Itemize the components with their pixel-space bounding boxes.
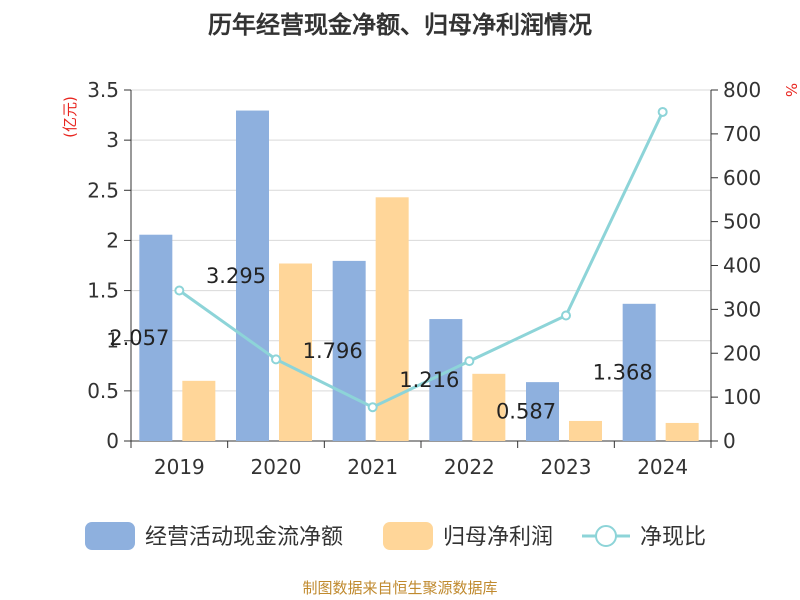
right-axis-tick-label: 800 (723, 78, 761, 102)
data-label-cash-flow: 2.057 (109, 326, 169, 350)
right-axis-tick-label: 300 (723, 297, 761, 321)
right-axis-tick-label: 100 (723, 385, 761, 409)
left-axis-tick-label: 0.5 (87, 379, 119, 403)
data-label-cash-flow: 1.216 (399, 368, 459, 392)
right-axis-tick-label: 400 (723, 254, 761, 278)
right-axis-tick-label: 600 (723, 166, 761, 190)
bar-net-profit (375, 197, 409, 441)
right-axis-tick-label: 200 (723, 341, 761, 365)
x-axis-tick-label: 2020 (251, 455, 302, 479)
line-cash-ratio (178, 111, 665, 409)
right-axis-label: % (782, 83, 800, 97)
line-point-cash-ratio (464, 356, 475, 367)
right-axis-tick-label: 500 (723, 210, 761, 234)
right-axis-tick-label: 0 (723, 429, 736, 453)
legend-swatch-net-profit (383, 522, 433, 550)
left-axis-label: (亿元) (61, 96, 79, 138)
source-note: 制图数据来自恒生聚源数据库 (302, 579, 497, 597)
left-axis-tick-label: 0 (106, 429, 119, 453)
bar-net-profit (279, 263, 312, 441)
bar-cash-flow (332, 260, 366, 441)
left-axis-tick-label: 1.5 (87, 279, 119, 303)
legend-swatch-cash-ratio-marker (595, 525, 617, 547)
left-axis-tick-label: 2.5 (87, 178, 119, 202)
bar-net-profit (472, 373, 506, 441)
data-label-cash-flow: 0.587 (496, 400, 556, 424)
bar-cash-flow (429, 319, 463, 441)
line-point-cash-ratio (271, 354, 281, 365)
legend-label-net-profit: 归母净利润 (443, 525, 553, 550)
legend-label-cash-flow: 经营活动现金流净额 (145, 525, 343, 550)
left-axis-tick-label: 3.5 (87, 78, 119, 102)
x-axis-tick-label: 2024 (637, 455, 688, 479)
bar-net-profit (182, 380, 216, 441)
bar-net-profit (569, 420, 602, 441)
line-point-cash-ratio (657, 106, 668, 117)
bar-cash-flow (526, 382, 559, 441)
bar-cash-flow (622, 303, 656, 441)
x-axis-tick-label: 2019 (154, 455, 205, 479)
right-axis-tick-label: 700 (723, 122, 761, 146)
x-axis-tick-label: 2022 (444, 455, 495, 479)
data-label-cash-flow: 1.368 (593, 360, 653, 384)
left-axis-tick-label: 3 (106, 128, 119, 152)
line-point-cash-ratio (367, 402, 378, 413)
data-label-cash-flow: 1.796 (303, 339, 363, 363)
left-axis-tick-label: 1 (106, 329, 119, 353)
bar-net-profit (665, 422, 699, 441)
chart-title: 历年经营现金净额、归母净利润情况 (208, 11, 592, 39)
x-axis-tick-label: 2023 (541, 455, 592, 479)
left-axis-tick-label: 2 (106, 228, 119, 252)
data-label-cash-flow: 3.295 (206, 264, 266, 288)
bar-cash-flow (236, 110, 269, 442)
line-point-cash-ratio (174, 285, 185, 296)
bar-cash-flow (139, 234, 173, 441)
legend-swatch-cash-flow (85, 522, 135, 550)
legend-label-cash-ratio: 净现比 (640, 525, 706, 550)
line-point-cash-ratio (561, 310, 571, 321)
x-axis-tick-label: 2021 (347, 455, 398, 479)
